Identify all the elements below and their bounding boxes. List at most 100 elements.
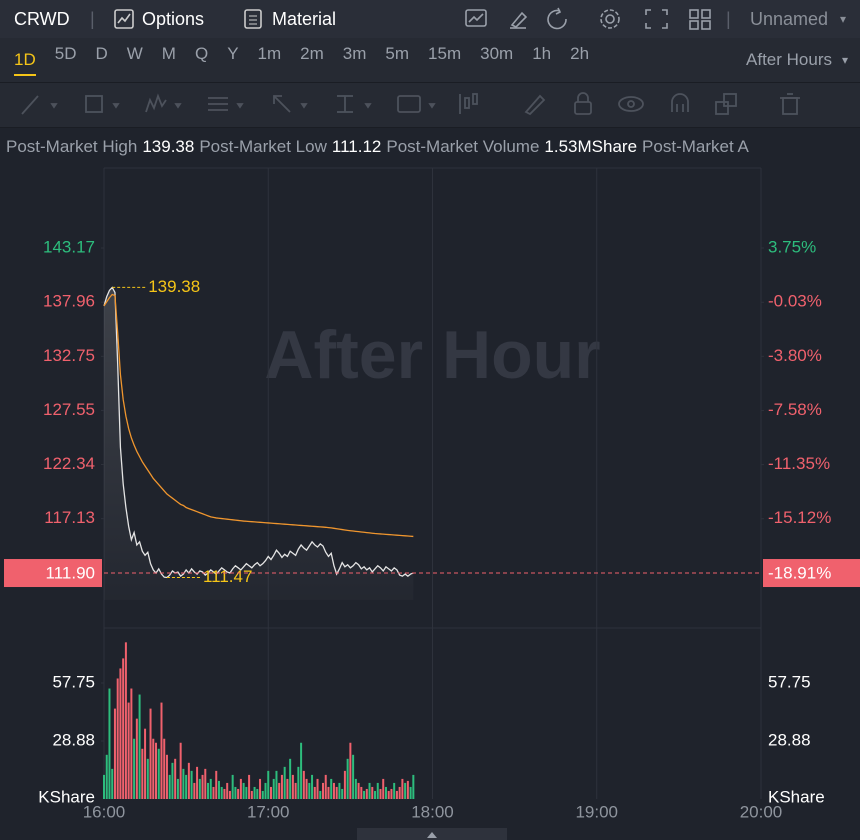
- y-tick-label: 122.34: [43, 454, 95, 473]
- volume-bar: [223, 788, 226, 799]
- volume-bar: [382, 778, 385, 799]
- volume-bar: [207, 782, 210, 799]
- volume-tick-label: 28.88: [52, 730, 95, 749]
- volume-bar: [149, 708, 152, 799]
- options[interactable]: Options: [142, 8, 205, 29]
- timeframe-tab[interactable]: 2h: [570, 44, 590, 63]
- timeframe-tab[interactable]: 2m: [300, 44, 324, 63]
- volume-bar: [152, 738, 155, 799]
- last-price-label: 111.90: [46, 564, 95, 583]
- volume-bar: [190, 770, 193, 799]
- material[interactable]: Material: [272, 8, 337, 29]
- stat-label: Post-Market High: [6, 137, 138, 156]
- volume-bar: [113, 708, 116, 799]
- y2-tick-label: -15.12%: [768, 508, 831, 527]
- timeframe-tab[interactable]: Y: [227, 44, 239, 63]
- stat-label: Post-Market Low: [199, 137, 327, 156]
- session[interactable]: After Hours: [746, 50, 832, 69]
- volume-bar: [365, 788, 368, 799]
- price-line: [103, 286, 414, 579]
- timeframe-tab[interactable]: Q: [194, 44, 209, 63]
- volume-bar: [234, 786, 237, 799]
- stat-label: Post-Market Volume: [386, 137, 540, 156]
- volume-unit: KShare: [768, 787, 825, 806]
- volume-bar: [259, 778, 262, 799]
- volume-bar: [168, 774, 171, 799]
- x-tick-label: 17:00: [247, 802, 290, 821]
- timeframe-tab[interactable]: 30m: [480, 44, 514, 63]
- timeframe-tab[interactable]: 1D: [14, 50, 36, 76]
- volume-bar: [374, 790, 377, 799]
- timeframe-tab[interactable]: 5m: [385, 44, 410, 63]
- volume-bar: [103, 774, 105, 799]
- volume-bar: [176, 778, 179, 799]
- volume-bar: [253, 786, 256, 799]
- material-icon: [244, 9, 262, 29]
- last-pct-label: -18.91%: [768, 564, 831, 583]
- volume-bar: [119, 668, 122, 799]
- volume-bar: [294, 782, 297, 799]
- top-icons: [465, 7, 711, 30]
- volume-bar: [338, 782, 341, 799]
- volume-bar: [220, 786, 223, 799]
- annotation-label: 111.47: [203, 567, 252, 586]
- timeframe-tab[interactable]: M: [161, 44, 176, 63]
- panel-handle-arrow: [427, 832, 437, 838]
- volume-bar: [371, 786, 374, 799]
- volume-bar: [357, 782, 360, 799]
- volume-bar: [393, 782, 396, 799]
- volume-bar: [291, 774, 294, 799]
- tool-icons: [21, 92, 800, 116]
- volume-bar: [204, 768, 207, 799]
- timeframe-tab[interactable]: 3m: [342, 44, 367, 63]
- timeframe-tab[interactable]: 15m: [428, 44, 462, 63]
- volume-bar: [286, 778, 289, 799]
- volume-bar: [250, 790, 253, 799]
- volume-bar: [245, 786, 248, 799]
- volume-bar: [231, 774, 234, 799]
- volume-bar: [124, 642, 127, 799]
- volume-bar: [248, 774, 251, 799]
- volume-bar: [313, 786, 316, 799]
- volume-bar: [390, 788, 393, 799]
- volume-bar: [324, 774, 327, 799]
- volume-bar: [209, 778, 212, 799]
- volume-bar: [384, 786, 387, 799]
- y-tick-label: 137.96: [43, 292, 95, 311]
- timeframe-tab[interactable]: 5D: [54, 44, 77, 63]
- stats-bar: Post-Market High 139.38 Post-Market Low 111…: [0, 128, 860, 166]
- volume-bar: [269, 786, 272, 799]
- timeframe-tab[interactable]: 1h: [532, 44, 552, 63]
- volume-bar: [352, 754, 355, 799]
- x-tick-label: 20:00: [740, 802, 783, 821]
- volume-bar: [228, 790, 231, 799]
- volume-bar: [401, 778, 404, 799]
- volume-bar: [261, 790, 264, 799]
- volume-bar: [278, 782, 281, 799]
- volume-bar: [133, 738, 136, 799]
- symbol[interactable]: CRWD: [14, 8, 70, 29]
- volume-bar: [174, 758, 177, 799]
- volume-bar: [239, 778, 242, 799]
- volume-bar: [144, 728, 147, 799]
- volume-bar: [308, 782, 311, 799]
- timeframe-tab[interactable]: W: [126, 44, 143, 63]
- volume-bar: [187, 762, 190, 799]
- y2-tick-label: -3.80%: [768, 346, 822, 365]
- timeframe-tab[interactable]: 1m: [257, 44, 282, 63]
- volume-bar: [242, 782, 245, 799]
- volume-bar: [127, 702, 130, 799]
- volume-bar: [272, 778, 275, 799]
- volume-bar: [198, 778, 201, 799]
- volume-bar: [108, 688, 111, 799]
- layout-name[interactable]: Unnamed: [750, 8, 829, 29]
- last-price-box: [4, 559, 102, 588]
- volume-bar: [237, 788, 240, 799]
- volume-bar: [316, 778, 319, 799]
- stat-label: Post-Market A: [642, 137, 749, 156]
- timeframe-tab[interactable]: D: [95, 44, 108, 63]
- volume-bar: [305, 778, 308, 799]
- volume-bar: [256, 788, 259, 799]
- volume-bar: [332, 782, 335, 799]
